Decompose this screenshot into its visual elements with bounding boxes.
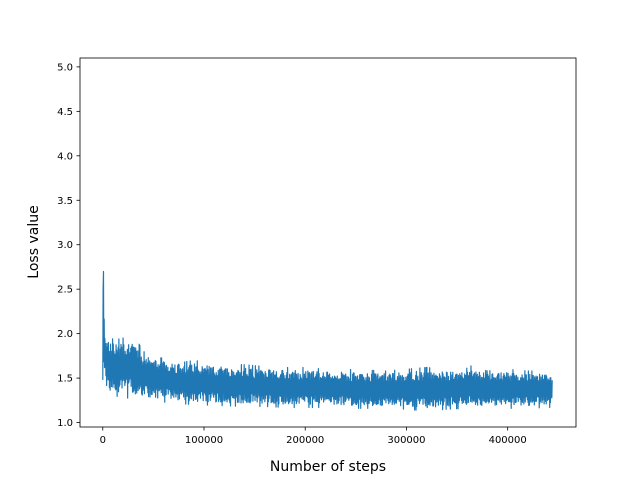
y-tick-label: 1.0 (57, 418, 73, 429)
y-axis-label: Loss value (26, 205, 42, 278)
plot-frame (79, 57, 577, 428)
x-axis-label: Number of steps (270, 459, 386, 475)
y-tick-label: 1.5 (57, 374, 73, 385)
x-axis: 0 100000 200000 300000 400000 (100, 427, 527, 446)
series-layer (102, 270, 553, 411)
y-tick-label: 4.0 (57, 151, 73, 162)
y-tick-label: 5.0 (57, 62, 73, 73)
x-tick-label: 300000 (387, 435, 425, 446)
x-tick-label: 200000 (286, 435, 324, 446)
y-tick-label: 2.0 (57, 329, 73, 340)
x-tick-label: 400000 (489, 435, 527, 446)
y-tick-label: 3.0 (57, 240, 73, 251)
series-line-0 (102, 270, 553, 411)
y-tick-label: 3.5 (57, 196, 73, 207)
y-axis: 1.0 1.5 2.0 2.5 3.0 3.5 4.0 4.5 5.0 (57, 62, 80, 429)
x-tick-label: 100000 (185, 435, 223, 446)
y-tick-label: 4.5 (57, 107, 73, 118)
x-tick-label: 0 (100, 435, 106, 446)
y-tick-label: 2.5 (57, 285, 73, 296)
